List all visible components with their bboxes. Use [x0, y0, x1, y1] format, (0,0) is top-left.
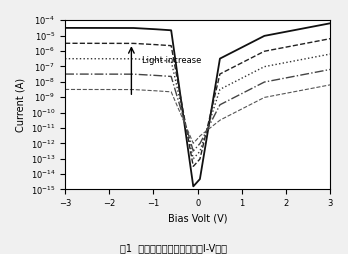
- X-axis label: Bias Volt (V): Bias Volt (V): [168, 214, 228, 224]
- Text: 图1  不同光照功率时探测器的I-V特性: 图1 不同光照功率时探测器的I-V特性: [120, 244, 228, 253]
- Y-axis label: Current (A): Current (A): [15, 78, 25, 132]
- Text: Light increase: Light increase: [142, 56, 202, 65]
